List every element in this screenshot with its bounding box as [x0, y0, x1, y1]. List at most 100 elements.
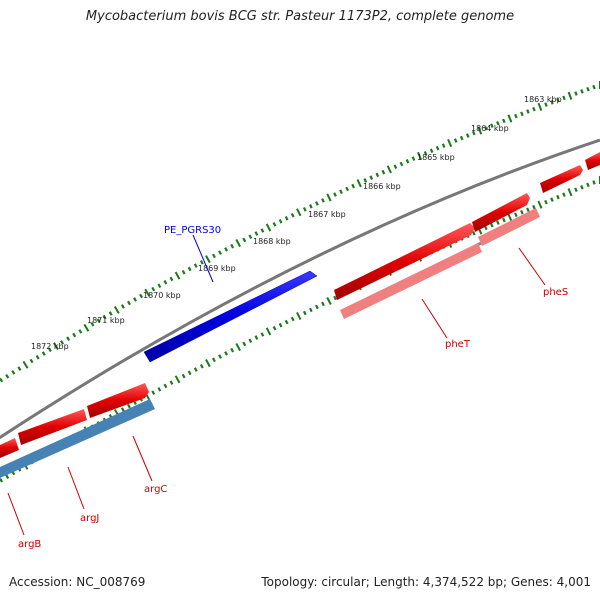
- ruler-tick: [514, 212, 518, 218]
- gene-arrow-argj-region[interactable]: [18, 409, 87, 445]
- ruler-tick: [199, 363, 204, 369]
- rna-gene-phes[interactable]: [478, 208, 540, 246]
- ruler-tick: [47, 347, 52, 353]
- gene-leader-lines: [7, 234, 546, 536]
- ruler-tick: [459, 135, 464, 141]
- gene-arrow-phes-region[interactable]: [472, 193, 530, 232]
- gene-bar-steelblue[interactable]: [0, 399, 155, 478]
- ruler-tick: [520, 111, 524, 117]
- ruler-tick: [174, 375, 181, 384]
- ruler-tick: [453, 138, 458, 143]
- ruler-tick: [174, 271, 181, 280]
- ruler-tick: [429, 148, 434, 154]
- genome-backbone-outer: [0, 138, 600, 440]
- gene-arrow-pe-pgrs30[interactable]: [143, 270, 318, 363]
- ruler-tick: [556, 194, 560, 200]
- ruler-tick: [102, 314, 107, 320]
- ruler-tick: [127, 300, 131, 306]
- ruler-tick: [218, 250, 222, 255]
- ruler-tick: [212, 357, 216, 363]
- ruler-tick: [435, 145, 440, 151]
- ruler-tick: [302, 310, 307, 316]
- ruler-tick: [120, 304, 125, 309]
- ruler-tick: [133, 297, 137, 302]
- ruler-tick: [78, 329, 83, 334]
- ruler-tick: [484, 125, 488, 131]
- ruler-tick: [302, 207, 307, 212]
- ruler-tick: [139, 293, 144, 299]
- ruler-tick: [235, 239, 241, 248]
- leader-phes: [518, 247, 546, 286]
- ruler-tick: [556, 97, 560, 103]
- gene-label-argj[interactable]: argJ: [80, 513, 99, 524]
- ruler-tick: [550, 197, 554, 202]
- ruler-tick: [22, 360, 29, 369]
- leader-argb: [7, 492, 25, 536]
- accession-label: Accession: NC_008769: [9, 575, 146, 589]
- ruler-tick: [0, 478, 4, 483]
- ruler-tick: [345, 186, 349, 192]
- gene-label-phes[interactable]: pheS: [543, 287, 568, 298]
- ruler-tick: [411, 156, 416, 161]
- tick-label: 1865 kbp: [417, 153, 455, 162]
- leader-argc: [132, 435, 153, 482]
- ruler-tick: [169, 380, 174, 385]
- ruler-tick: [11, 370, 16, 375]
- ruler-tick: [526, 207, 530, 213]
- ruler-tick: [586, 182, 590, 188]
- tick-label: 1872 kbp: [31, 342, 69, 351]
- ruler-tick: [471, 130, 476, 136]
- ruler-tick: [339, 189, 343, 195]
- ruler-tick: [520, 209, 524, 215]
- ruler-tick: [35, 355, 40, 360]
- ruler-tick: [193, 367, 198, 372]
- ruler-tick: [544, 102, 548, 107]
- ruler-tick: [441, 143, 446, 148]
- ruler-tick: [369, 175, 374, 180]
- tick-label: 1870 kbp: [143, 291, 181, 300]
- gene-label-phet[interactable]: pheT: [445, 339, 471, 350]
- gene-arrow-argc-region[interactable]: [87, 383, 149, 418]
- ruler-tick: [537, 200, 543, 209]
- ruler-tick: [193, 263, 198, 268]
- ruler-tick: [254, 335, 259, 340]
- ruler-tick: [272, 222, 277, 227]
- ruler-tick: [321, 301, 325, 307]
- ruler-tick: [447, 139, 453, 148]
- ruler-tick: [567, 188, 573, 197]
- ruler-tick: [0, 377, 4, 383]
- ruler-tick: [260, 228, 265, 233]
- ruler-tick: [60, 340, 65, 345]
- ruler-tick: [315, 304, 319, 310]
- gene-arrow-upper-2[interactable]: [585, 152, 600, 170]
- ruler-tick: [157, 283, 162, 289]
- ruler-tick: [315, 201, 319, 206]
- ruler-tick: [532, 204, 536, 210]
- ruler-tick: [127, 403, 131, 409]
- ruler-tick: [574, 91, 578, 96]
- tick-label: 1871 kbp: [87, 316, 125, 325]
- leader-pe-pgrs30: [192, 234, 214, 283]
- gene-label-argb[interactable]: argB: [18, 539, 41, 550]
- ruler-tick: [490, 123, 494, 128]
- gene-label-pe-pgrs30[interactable]: PE_PGRS30: [164, 225, 221, 236]
- ruler-tick: [532, 106, 536, 112]
- rna-gene-phet[interactable]: [340, 243, 482, 319]
- ruler-tick: [592, 180, 596, 185]
- gene-label-argc[interactable]: argC: [144, 484, 167, 495]
- gene-arrow-phet-region[interactable]: [334, 223, 475, 300]
- ruler-tick: [496, 120, 500, 126]
- ruler-tick: [393, 164, 398, 169]
- ruler-tick: [296, 208, 302, 217]
- ruler-tick: [212, 253, 216, 259]
- ruler-tick: [181, 373, 186, 379]
- gene-arrow-upper-1[interactable]: [540, 165, 583, 193]
- ruler-tick: [537, 102, 543, 111]
- ruler-tick: [550, 100, 554, 105]
- ruler-tick: [284, 216, 289, 221]
- gene-arrow-argb-region[interactable]: [0, 438, 19, 458]
- ruler-tick: [567, 91, 573, 100]
- ruler-tick: [169, 276, 174, 282]
- ruler-tick: [151, 390, 156, 395]
- ruler-tick: [514, 113, 518, 119]
